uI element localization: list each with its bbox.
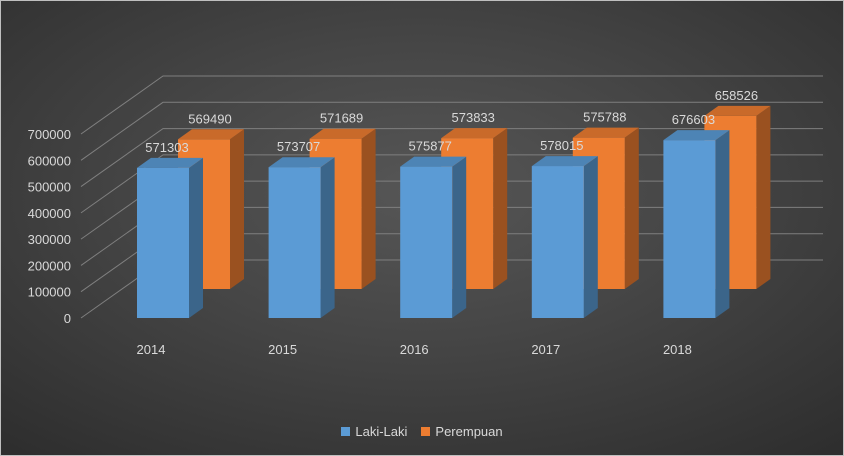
bar-top-s0-2 (400, 156, 467, 167)
data-label-s1-1: 571689 (320, 111, 363, 126)
y-tick-label-1: 100000 (28, 285, 71, 300)
bar-side-s0-1 (320, 157, 335, 318)
y-tick-label-6: 600000 (28, 153, 71, 168)
gridline-7 (80, 75, 823, 135)
bar-s0-2018 (663, 140, 716, 318)
y-tick-label-2: 200000 (28, 258, 71, 273)
x-tick-label-2016: 2016 (400, 342, 429, 357)
legend-swatch-laki-laki (341, 427, 351, 436)
bar-s0-2014 (137, 167, 189, 318)
legend-swatch-perempuan (421, 427, 431, 436)
y-tick-label-3: 300000 (28, 232, 71, 247)
y-tick-label-7: 700000 (28, 127, 71, 142)
data-label-s0-2: 575877 (409, 139, 452, 154)
bar-top-s1-4 (704, 105, 771, 116)
legend-label-perempuan: Perempuan (435, 424, 503, 439)
bar-side-s0-3 (583, 156, 598, 318)
y-tick-label-4: 400000 (28, 206, 71, 221)
data-label-s1-0: 569490 (188, 111, 231, 126)
data-label-s0-1: 573707 (277, 139, 320, 154)
data-label-s0-4: 676603 (672, 112, 715, 127)
bar-s0-2017 (531, 166, 584, 318)
bar-s0-2016 (400, 166, 453, 318)
legend-label-laki-laki: Laki-Laki (355, 424, 408, 439)
x-tick-label-2014: 2014 (137, 342, 166, 357)
legend-item-laki-laki: Laki-Laki (341, 424, 407, 439)
bar-side-s0-2 (452, 156, 467, 318)
legend: Laki-Laki Perempuan (1, 424, 843, 439)
bar-top-s1-3 (572, 127, 639, 138)
data-label-s1-3: 575788 (583, 110, 626, 125)
data-label-s0-0: 571303 (145, 140, 188, 155)
data-label-s0-3: 578015 (540, 138, 583, 153)
y-tick-label-5: 500000 (28, 180, 71, 195)
gridline-6 (80, 101, 823, 161)
bar-top-s0-3 (531, 156, 598, 167)
bar-side-s0-4 (715, 130, 730, 318)
bar-top-s1-2 (441, 128, 508, 139)
x-tick-label-2015: 2015 (268, 342, 297, 357)
bar-top-s0-4 (663, 130, 730, 141)
bar-top-s1-0 (178, 129, 244, 140)
bar-side-s0-0 (189, 157, 203, 318)
bar-side-s1-0 (230, 129, 244, 289)
bar-s0-2015 (268, 167, 321, 318)
bar-top-s0-1 (268, 157, 335, 168)
data-label-s1-2: 573833 (452, 110, 495, 125)
bar-side-s1-4 (756, 105, 771, 289)
data-label-s1-4: 658526 (715, 88, 758, 103)
bar-top-s1-1 (309, 128, 376, 139)
bar-side-s1-3 (624, 127, 639, 289)
bar-side-s1-2 (493, 128, 508, 289)
x-tick-label-2018: 2018 (663, 342, 692, 357)
legend-item-perempuan: Perempuan (421, 424, 503, 439)
x-tick-label-2017: 2017 (531, 342, 560, 357)
y-tick-label-0: 0 (64, 311, 71, 326)
bar-top-s0-0 (137, 157, 203, 168)
bar-side-s1-1 (361, 128, 376, 289)
